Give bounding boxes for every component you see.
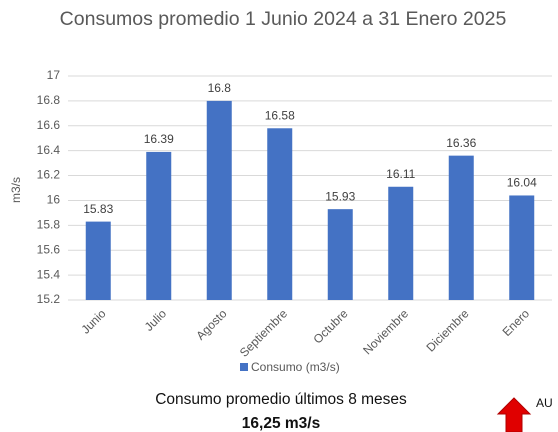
y-tick-label: 15.4 [37,267,61,281]
summary-text: Consumo promedio últimos 8 meses [155,391,407,408]
legend-swatch [240,363,248,371]
y-tick-label: 16.8 [37,93,61,107]
y-tick-label: 16.2 [37,168,61,182]
x-tick-label: Enero [500,306,533,339]
up-arrow [496,397,532,432]
indicator-label: AU [536,396,553,410]
x-tick-label: Diciembre [424,306,472,354]
bar [388,186,414,300]
bar [327,209,353,300]
summary-value: 16,25 m3/s [241,415,321,432]
data-label: 16.8 [208,81,232,95]
x-tick-label: Septiembre [237,306,291,360]
summary: Consumo promedio últimos 8 meses 16,25 m… [0,388,558,432]
data-label: 16.11 [386,167,415,181]
bar [85,221,111,300]
legend-label: Consumo (m3/s) [251,360,340,374]
bar [448,155,474,300]
y-tick-label: 16.4 [37,143,61,157]
x-tick-label: Agosto [193,306,230,343]
bar [146,151,172,300]
bar [267,128,293,300]
x-tick-label: Noviembre [360,306,411,357]
bar [509,195,535,300]
y-tick-label: 17 [47,68,61,82]
y-tick-label: 16.6 [37,118,61,132]
y-tick-label: 15.2 [37,292,61,306]
y-axis-label: m3/s [9,177,23,203]
data-label: 15.83 [83,202,113,216]
y-tick-label: 15.6 [37,242,61,256]
bar [206,100,232,300]
x-tick-label: Octubre [311,306,351,346]
y-tick-label: 16 [47,193,61,207]
data-label: 16.39 [144,132,174,146]
chart-title: Consumos promedio 1 Junio 2024 a 31 Ener… [59,8,507,30]
data-label: 15.93 [325,189,355,203]
x-tick-label: Julio [142,306,170,334]
data-label: 16.04 [507,176,537,190]
x-tick-label: Junio [78,306,108,336]
data-label: 16.36 [446,136,476,150]
y-tick-label: 15.8 [37,218,61,232]
data-label: 16.58 [265,108,295,122]
